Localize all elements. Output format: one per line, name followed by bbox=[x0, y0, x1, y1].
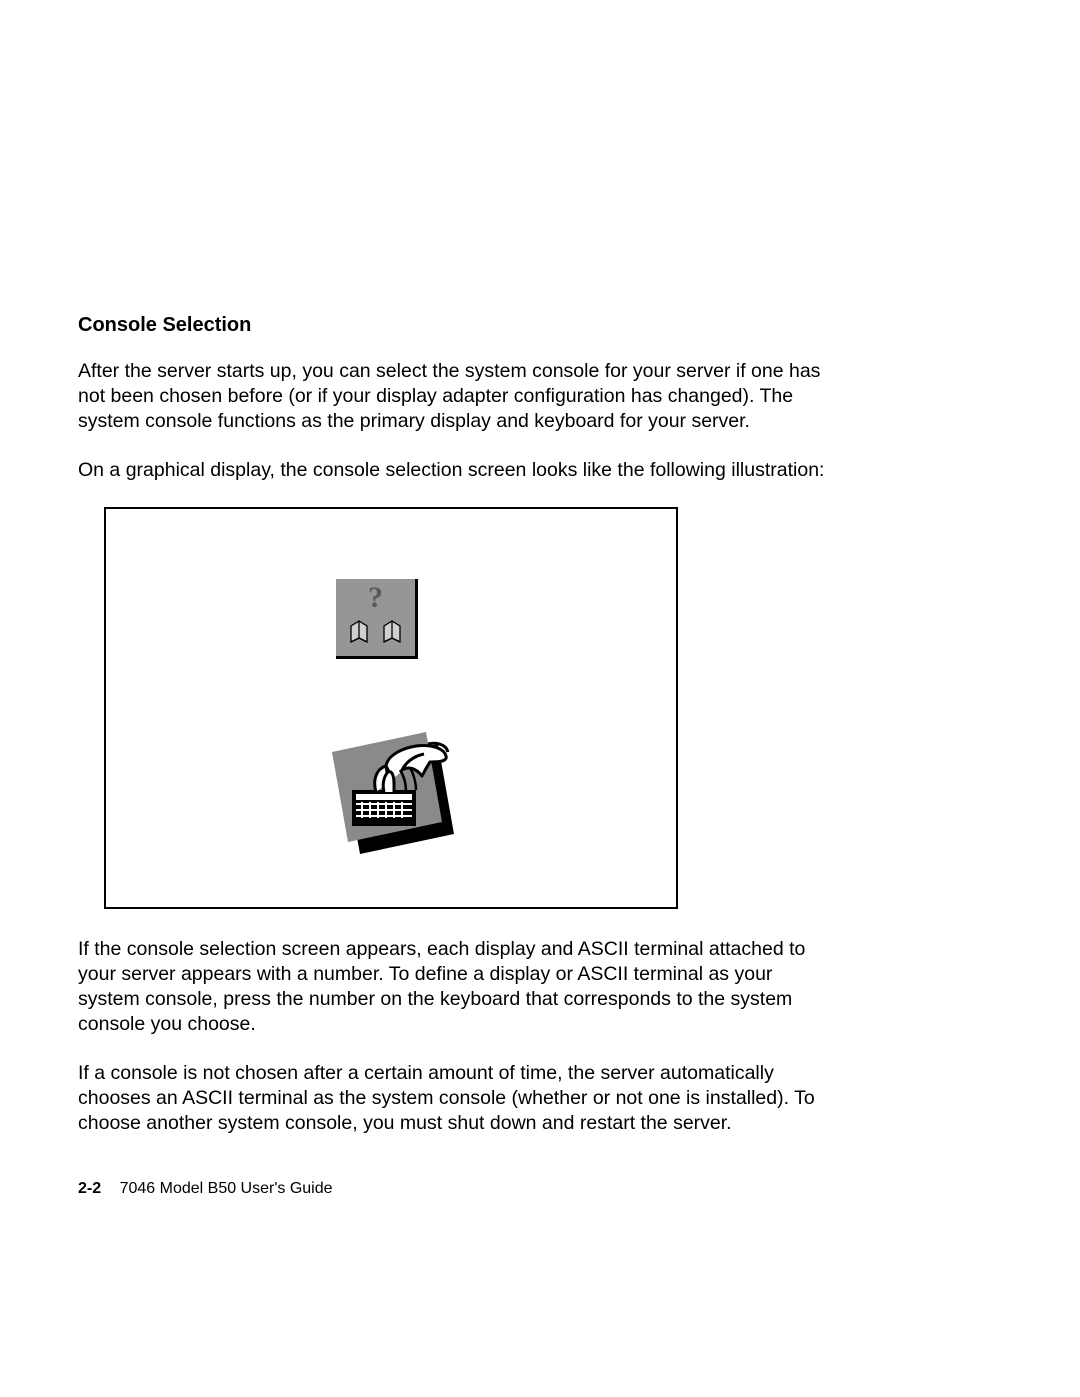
book-left-icon bbox=[348, 618, 370, 644]
question-mark-icon: ? bbox=[368, 583, 383, 613]
page-content: Console Selection After the server start… bbox=[78, 314, 838, 1160]
book-right-icon bbox=[381, 618, 403, 644]
paragraph-4: If a console is not chosen after a certa… bbox=[78, 1061, 838, 1136]
top-icon-box: ? bbox=[336, 579, 418, 659]
section-heading: Console Selection bbox=[78, 314, 838, 337]
page-number: 2-2 bbox=[78, 1180, 101, 1197]
paragraph-2: On a graphical display, the console sele… bbox=[78, 458, 838, 483]
guide-name: 7046 Model B50 User's Guide bbox=[120, 1180, 333, 1197]
paragraph-1: After the server starts up, you can sele… bbox=[78, 359, 838, 434]
keyboard-hand-icon bbox=[306, 704, 466, 864]
paragraph-3: If the console selection screen appears,… bbox=[78, 937, 838, 1037]
illustration-frame: ? bbox=[104, 507, 678, 909]
page-footer: 2-2 7046 Model B50 User's Guide bbox=[78, 1180, 333, 1198]
